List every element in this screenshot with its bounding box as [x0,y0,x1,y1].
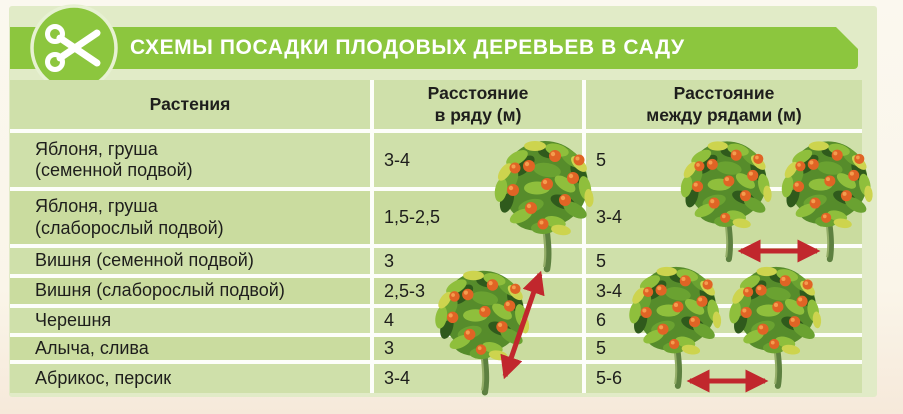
column-header-plants: Растения [10,80,370,129]
plant-name-cell: Алыча, слива [10,337,370,360]
plant-name-cell: Яблоня, груша (слаборослый подвой) [10,191,370,244]
between-rows-distance-cell: 5 [586,133,862,187]
plant-name-cell: Яблоня, груша (семенной подвой) [10,133,370,187]
between-rows-distance-cell: 3-4 [586,278,862,304]
between-rows-distance-cell: 5-6 [586,364,862,393]
between-rows-distance-cell: 6 [586,308,862,333]
scissors-icon [30,4,118,92]
in-row-distance-cell: 1,5-2,5 [374,191,582,244]
between-rows-distance-cell: 5 [586,248,862,274]
in-row-distance-cell: 3-4 [374,133,582,187]
plant-name-cell: Вишня (семенной подвой) [10,248,370,274]
plant-name-cell: Абрикос, персик [10,364,370,393]
planting-table: Растения Расстояние в ряду (м) Расстояни… [10,80,862,393]
in-row-distance-cell: 3 [374,248,582,274]
between-rows-distance-cell: 3-4 [586,191,862,244]
column-header-in-row: Расстояние в ряду (м) [374,80,582,129]
in-row-distance-cell: 4 [374,308,582,333]
in-row-distance-cell: 3-4 [374,364,582,393]
scissors-badge [29,3,119,93]
page-title: СХЕМЫ ПОСАДКИ ПЛОДОВЫХ ДЕРЕВЬЕВ В САДУ [130,36,685,59]
plant-name-cell: Вишня (слаборослый подвой) [10,278,370,304]
column-header-between-rows: Расстояние между рядами (м) [586,80,862,129]
between-rows-distance-cell: 5 [586,337,862,360]
in-row-distance-cell: 3 [374,337,582,360]
plant-name-cell: Черешня [10,308,370,333]
in-row-distance-cell: 2,5-3 [374,278,582,304]
title-ribbon: СХЕМЫ ПОСАДКИ ПЛОДОВЫХ ДЕРЕВЬЕВ В САДУ [10,27,858,69]
